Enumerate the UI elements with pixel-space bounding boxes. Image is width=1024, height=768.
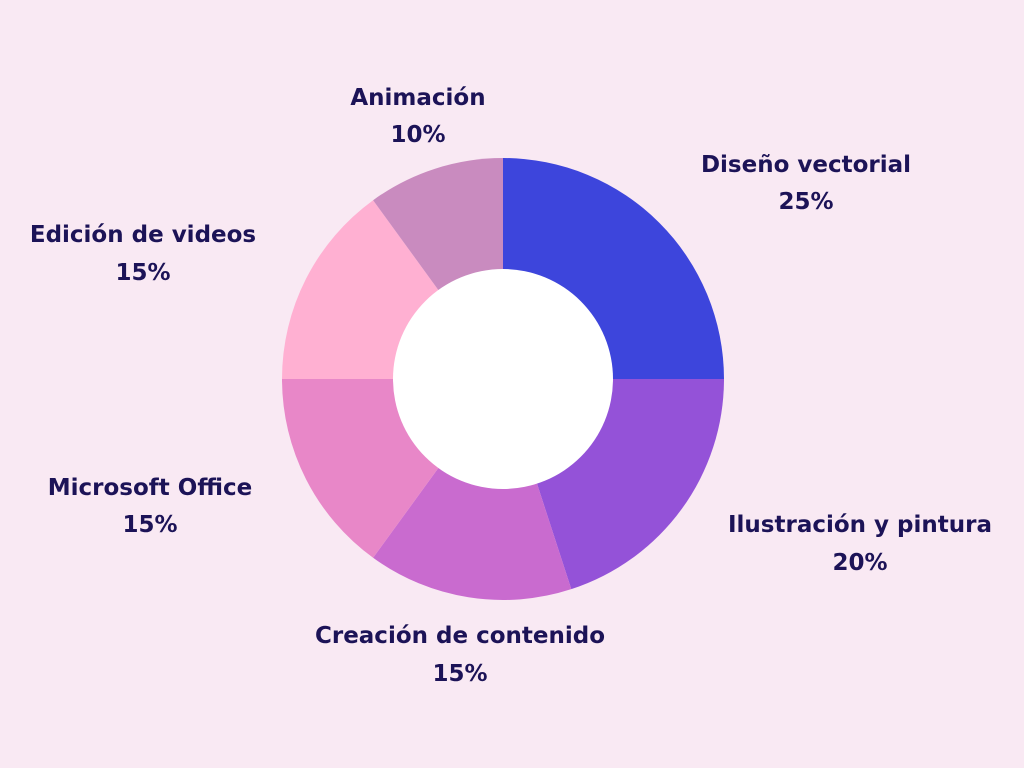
label-group-0: Diseño vectorial 25% <box>701 152 911 215</box>
label-group-3: Microsoft Office 15% <box>48 475 252 538</box>
slice-value-5: 10% <box>390 122 445 148</box>
slice-label-1: Ilustración y pintura <box>728 512 992 538</box>
donut-slice-2 <box>373 379 572 600</box>
slice-value-4: 15% <box>115 260 170 286</box>
slice-value-1: 20% <box>832 550 887 576</box>
slice-value-3: 15% <box>122 512 177 538</box>
label-group-5: Animación 10% <box>350 85 485 148</box>
slice-label-4: Edición de videos <box>30 222 256 248</box>
slice-value-0: 25% <box>778 189 833 215</box>
slice-label-0: Diseño vectorial <box>701 152 911 178</box>
label-group-1: Ilustración y pintura 20% <box>728 512 992 576</box>
slice-label-3: Microsoft Office <box>48 475 252 501</box>
slice-label-5: Animación <box>350 85 485 111</box>
label-group-4: Edición de videos 15% <box>30 222 256 286</box>
label-group-2: Creación de contenido 15% <box>315 623 605 687</box>
slice-value-2: 15% <box>432 661 487 687</box>
slice-label-2: Creación de contenido <box>315 623 605 649</box>
donut-hole <box>393 269 613 489</box>
